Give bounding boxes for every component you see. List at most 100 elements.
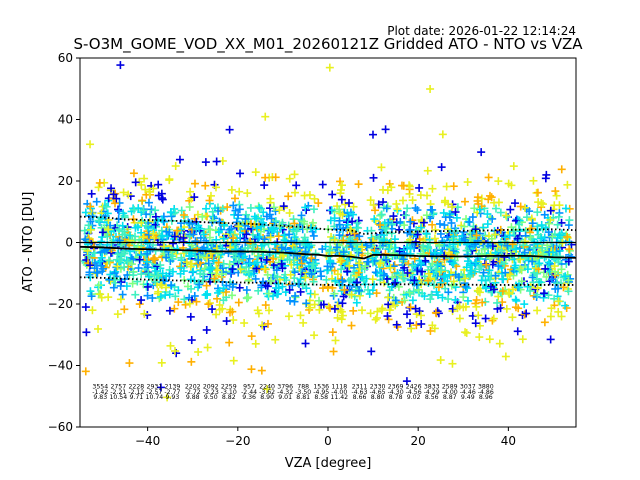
data-point	[112, 194, 121, 203]
data-point	[478, 298, 487, 307]
data-point	[400, 221, 409, 230]
data-point	[175, 155, 184, 164]
data-point	[119, 188, 128, 197]
data-point	[251, 168, 260, 177]
data-point	[234, 298, 243, 307]
data-point	[235, 283, 244, 292]
data-point	[265, 210, 274, 219]
data-point	[240, 319, 249, 328]
data-point	[400, 263, 409, 272]
data-point	[290, 268, 299, 277]
data-point	[120, 305, 129, 314]
data-point	[406, 319, 415, 328]
data-point	[347, 321, 356, 330]
data-point	[436, 356, 445, 365]
data-point	[514, 304, 523, 313]
data-point	[468, 213, 477, 222]
data-point	[533, 226, 542, 235]
data-point	[463, 178, 472, 187]
data-point	[554, 307, 563, 316]
data-point	[315, 296, 324, 305]
data-point	[290, 170, 299, 179]
data-point	[390, 261, 399, 270]
data-point	[529, 244, 538, 253]
data-point	[554, 297, 563, 306]
data-point	[125, 359, 134, 368]
data-point	[292, 181, 301, 190]
data-point	[328, 328, 337, 337]
data-point	[557, 165, 566, 174]
data-point	[432, 287, 441, 296]
data-point	[369, 200, 378, 209]
data-point	[81, 303, 90, 312]
data-point	[185, 202, 194, 211]
data-point	[122, 256, 131, 265]
data-point	[565, 216, 574, 225]
data-point	[428, 220, 437, 229]
data-point	[208, 305, 217, 314]
data-point	[171, 162, 180, 171]
data-point	[338, 299, 347, 308]
data-point	[112, 263, 121, 272]
data-point	[137, 228, 146, 237]
data-point	[398, 196, 407, 205]
data-point	[147, 205, 156, 214]
data-point	[82, 328, 91, 337]
data-point	[375, 234, 384, 243]
data-point	[403, 204, 412, 213]
data-point	[303, 225, 312, 234]
data-point	[483, 210, 492, 219]
data-point	[420, 250, 429, 259]
data-point	[485, 266, 494, 275]
data-point	[438, 293, 447, 302]
data-point	[561, 204, 570, 213]
data-point	[546, 259, 555, 268]
data-point	[371, 268, 380, 277]
data-point	[325, 63, 334, 72]
data-point	[113, 262, 122, 271]
data-point	[489, 314, 498, 323]
data-point	[371, 216, 380, 225]
data-point	[264, 319, 273, 328]
data-point	[200, 264, 209, 273]
data-point	[402, 377, 411, 386]
data-point	[274, 232, 283, 241]
data-point	[421, 256, 430, 265]
data-point	[495, 339, 504, 348]
data-point	[251, 339, 260, 348]
data-point	[442, 182, 451, 191]
data-point	[484, 173, 493, 182]
data-point	[472, 302, 481, 311]
data-point	[434, 283, 443, 292]
data-point	[522, 204, 531, 213]
data-point	[130, 205, 139, 214]
data-point	[389, 212, 398, 221]
data-point	[271, 335, 280, 344]
data-point	[354, 223, 363, 232]
data-point	[106, 221, 115, 230]
data-point	[305, 191, 314, 200]
data-point	[527, 224, 536, 233]
data-point	[261, 301, 270, 310]
data-point	[420, 272, 429, 281]
data-point	[406, 303, 415, 312]
data-point	[212, 310, 221, 319]
data-point	[131, 290, 140, 299]
data-point	[510, 199, 519, 208]
data-point	[198, 212, 207, 221]
data-point	[91, 258, 100, 267]
data-point	[271, 207, 280, 216]
data-point	[143, 291, 152, 300]
data-point	[223, 203, 232, 212]
data-point	[307, 254, 316, 263]
data-point	[540, 318, 549, 327]
data-point	[349, 202, 358, 211]
data-point	[431, 225, 440, 234]
data-point	[461, 328, 470, 337]
data-point	[341, 200, 350, 209]
data-point	[475, 321, 484, 330]
data-point	[246, 203, 255, 212]
data-point	[235, 187, 244, 196]
data-point	[509, 162, 518, 171]
data-point	[171, 292, 180, 301]
